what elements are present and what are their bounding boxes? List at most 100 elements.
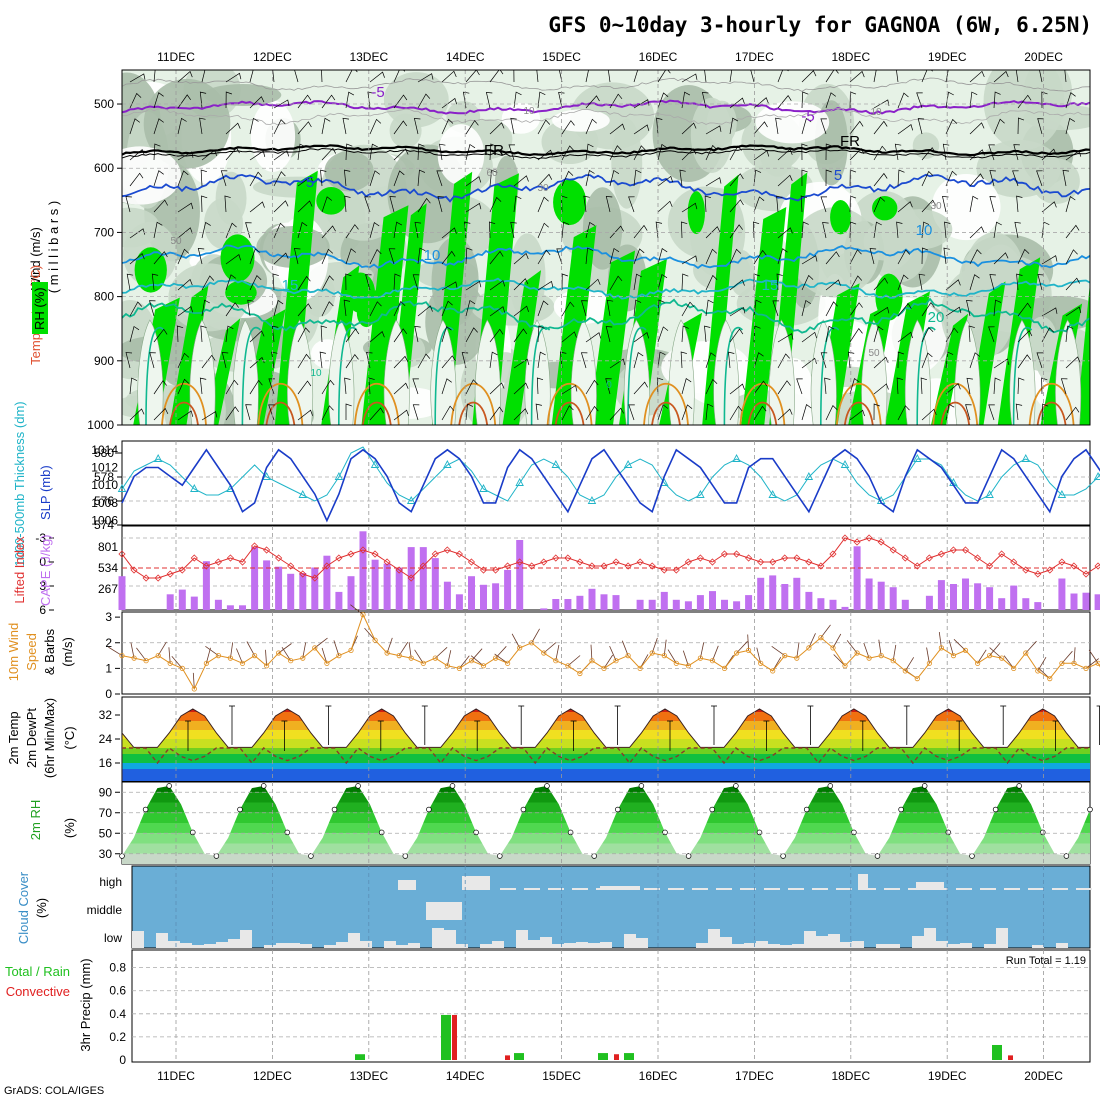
wind10m-barb <box>989 643 1001 656</box>
rh-marker <box>969 853 975 859</box>
li-marker <box>1022 566 1030 574</box>
cloud-low <box>936 941 948 948</box>
wind-barb <box>988 326 995 343</box>
wind-barb <box>969 122 985 135</box>
bottom-date-label: 14DEC <box>446 1069 485 1083</box>
cape-bar <box>757 577 765 610</box>
wind-marker <box>770 668 776 674</box>
cape-bar <box>805 591 813 610</box>
wind-barb <box>1017 248 1030 265</box>
wind-barb <box>705 177 722 187</box>
ylabel-temp-units: (°C) <box>62 726 77 749</box>
wind-barb <box>633 381 648 395</box>
wind-marker <box>541 650 547 656</box>
wind-marker <box>902 668 908 674</box>
wind-barb <box>848 351 855 369</box>
wind-barb <box>609 93 623 109</box>
rh-marker <box>331 806 338 813</box>
wind-barb <box>753 169 762 187</box>
chart-title: GFS 0~10day 3-hourly for GAGNOA (6W, 6.2… <box>548 13 1092 37</box>
li-marker <box>708 558 717 566</box>
wind-barb <box>369 249 382 265</box>
rh-marker <box>473 829 479 836</box>
wind-marker <box>806 645 812 651</box>
rh-marker <box>1016 783 1022 789</box>
wind-barb <box>513 382 529 395</box>
wind-barb <box>177 117 187 135</box>
wind-barb <box>245 222 252 239</box>
li-marker <box>479 566 488 574</box>
cape-bar <box>492 583 500 610</box>
wind-barb <box>297 121 312 135</box>
wind-barb <box>225 91 233 109</box>
wind-barb <box>224 195 231 213</box>
dry-column <box>1009 319 1036 425</box>
li-marker <box>781 554 789 562</box>
temp-contour <box>122 144 1090 157</box>
wind-barb <box>1037 274 1044 291</box>
rh-green-streak <box>169 285 209 425</box>
wind-barb <box>705 144 718 161</box>
wind-barb <box>777 248 788 265</box>
wind-barb <box>297 94 312 109</box>
wind-barb <box>801 299 811 317</box>
wind-barb <box>461 352 469 369</box>
wind-barb <box>129 172 144 187</box>
wind-barb <box>249 96 265 109</box>
rh-marker <box>638 783 645 789</box>
top-date-axis: 11DEC 12DEC 13DEC 14DEC 15DEC 16DEC 17DEC 18DEC… <box>157 50 1063 64</box>
wind-marker <box>263 663 270 669</box>
wind-barb <box>513 175 529 187</box>
li-marker <box>576 558 584 566</box>
wind-barb <box>609 358 626 369</box>
wind10m-barb <box>414 649 424 664</box>
cape-bar <box>865 578 873 610</box>
wind-marker <box>203 660 209 666</box>
rh-marker <box>733 783 739 789</box>
wind-barb <box>441 300 453 317</box>
cloud-high-trace <box>1004 888 1020 890</box>
wind-barb <box>920 377 927 395</box>
wind-marker <box>384 650 390 656</box>
ylabel-10m-wind: 10m Wind <box>6 623 21 682</box>
contour-label: -5 <box>801 108 814 125</box>
wind-barb <box>969 70 985 83</box>
wind-barb <box>273 222 286 239</box>
wind-marker <box>529 640 535 646</box>
wind10m-barb <box>892 644 897 661</box>
wind-barb <box>825 251 840 265</box>
cape-bar <box>1010 585 1018 610</box>
wind-barb <box>1065 325 1074 343</box>
precip-tick-label: 0.4 <box>109 1007 126 1021</box>
wind-barb <box>705 403 714 421</box>
wind-barb <box>681 91 691 109</box>
wind-barb <box>537 280 554 291</box>
wind-barb <box>801 118 812 135</box>
wind-marker <box>456 665 462 672</box>
wind-barb <box>1065 196 1076 213</box>
cloud-high-trace <box>548 888 564 890</box>
bottom-date-label: 20DEC <box>1024 1069 1063 1083</box>
wind-barb <box>1065 249 1078 265</box>
y-tick-label: 16 <box>99 756 113 770</box>
ylabel-thickness: 1000-500mb Thickness (dm) <box>12 401 27 566</box>
rh-marker <box>827 783 834 789</box>
wind-barb <box>897 351 905 369</box>
wind-marker <box>625 652 631 659</box>
wind-barb <box>389 196 396 213</box>
wind-barb <box>369 143 378 161</box>
wind-marker <box>179 665 185 672</box>
contour-label: 20 <box>928 309 945 326</box>
wind-barb <box>273 171 286 187</box>
cloud-low <box>816 936 828 948</box>
wind10m-barb <box>205 645 219 656</box>
rh-marker <box>709 806 715 813</box>
y-tick-label: 800 <box>94 290 114 304</box>
li-marker <box>202 562 210 570</box>
wind-barb <box>633 299 642 317</box>
contour-label: 5 <box>306 174 314 191</box>
wind10m-barb <box>364 627 376 641</box>
cloud-high-trace <box>668 888 684 890</box>
wind-barb <box>271 325 279 343</box>
wind-barb <box>1041 91 1048 109</box>
